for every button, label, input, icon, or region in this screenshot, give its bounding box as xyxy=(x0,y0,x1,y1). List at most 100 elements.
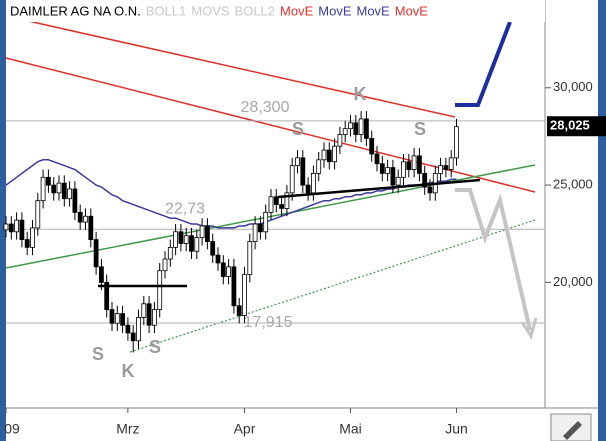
candle-body xyxy=(114,313,120,324)
candle-body xyxy=(72,188,78,213)
candle-body xyxy=(199,225,205,239)
candle-body xyxy=(337,134,343,147)
y-tick-label: 30,000 xyxy=(553,79,593,94)
candle-body xyxy=(454,126,459,159)
candle-body xyxy=(332,145,338,163)
candle-body xyxy=(136,317,141,342)
candle-body xyxy=(204,225,210,242)
candle-body xyxy=(374,153,380,165)
candle-body xyxy=(19,219,25,240)
legend-entry: MovE xyxy=(357,3,391,18)
candle-body xyxy=(438,165,444,174)
candle-body xyxy=(67,188,72,200)
level-label: 17,915 xyxy=(244,314,293,331)
legend-entry: BOLL2 xyxy=(235,3,275,18)
candle-body xyxy=(83,215,88,223)
last-price-label: 28,025 xyxy=(550,118,590,133)
level-label: 28,300 xyxy=(241,99,290,116)
candle-body xyxy=(178,231,184,244)
plot-area xyxy=(3,17,545,353)
candle-body xyxy=(130,332,136,342)
candle-body xyxy=(167,246,173,260)
candle-body xyxy=(77,211,83,223)
candle-body xyxy=(109,309,115,324)
candle-body xyxy=(268,196,274,213)
candle-body xyxy=(157,270,163,311)
x-tick-label: Apr xyxy=(234,421,256,437)
legend-entry: MOVS xyxy=(191,3,230,18)
candle-body xyxy=(93,239,99,268)
x-tick-label: Mrz xyxy=(116,421,139,437)
candle-body xyxy=(406,161,412,170)
candle-body xyxy=(358,118,364,135)
legend-bg xyxy=(6,0,545,22)
x-tick-label: Mai xyxy=(339,421,362,437)
pattern-label: S xyxy=(292,119,304,139)
candle-body xyxy=(189,235,194,252)
y-tick-label: 20,000 xyxy=(553,274,593,289)
candle-body xyxy=(342,128,348,135)
candle-body xyxy=(353,122,359,135)
candle-body xyxy=(348,122,353,130)
candle-body xyxy=(284,192,290,209)
pattern-label: K xyxy=(354,84,367,104)
candle-body xyxy=(173,231,179,248)
candle-body xyxy=(61,182,67,200)
candle-body xyxy=(236,305,242,316)
candle-body xyxy=(422,173,428,188)
candle-body xyxy=(379,163,385,174)
candle-body xyxy=(443,165,449,170)
candle-body xyxy=(99,266,104,283)
candle-body xyxy=(385,167,391,174)
candle-body xyxy=(194,237,200,252)
candle-body xyxy=(40,176,46,202)
candle-body xyxy=(220,262,226,277)
candle-body xyxy=(289,165,295,194)
candle-body xyxy=(263,211,269,233)
candle-body xyxy=(141,303,147,318)
candle-body xyxy=(162,258,168,272)
panel xyxy=(6,0,598,441)
candle-body xyxy=(226,266,232,277)
pen-icon xyxy=(563,421,582,440)
moving-average xyxy=(5,159,457,229)
candle-body xyxy=(257,223,263,233)
candle-body xyxy=(395,176,401,186)
candle-body xyxy=(120,313,125,326)
candle-body xyxy=(411,155,417,170)
candle-body xyxy=(321,149,327,161)
candle-body xyxy=(35,200,41,229)
trend-line xyxy=(14,17,456,118)
pattern-label: K xyxy=(122,361,135,381)
candle-body xyxy=(151,309,157,326)
candle-body xyxy=(326,149,332,163)
legend-entry: MovE xyxy=(318,3,352,18)
pattern-label: S xyxy=(414,119,426,139)
candle-body xyxy=(231,266,237,307)
tool-button[interactable] xyxy=(550,413,592,441)
candle-body xyxy=(247,241,253,276)
candle-body xyxy=(448,157,454,170)
candle-body xyxy=(273,196,279,205)
candle-body xyxy=(30,227,35,248)
candle-body xyxy=(14,219,20,233)
y-tick-label: 25,000 xyxy=(553,177,593,192)
candle-body xyxy=(427,186,433,194)
candle-body xyxy=(88,215,94,240)
candle-body xyxy=(279,204,285,209)
candle-body xyxy=(363,118,369,139)
last-price-box xyxy=(547,116,606,137)
candle-body xyxy=(51,184,57,194)
trend-line xyxy=(129,219,536,353)
candle-body xyxy=(215,254,221,264)
projection-arrow xyxy=(455,188,532,331)
candle-body xyxy=(146,303,152,326)
candle-body xyxy=(8,223,14,233)
candle-body xyxy=(316,159,322,174)
candle-body xyxy=(300,157,306,186)
candle-body xyxy=(56,182,62,194)
candle-body xyxy=(416,155,422,174)
legend-entry: BOLL1 xyxy=(146,3,186,18)
